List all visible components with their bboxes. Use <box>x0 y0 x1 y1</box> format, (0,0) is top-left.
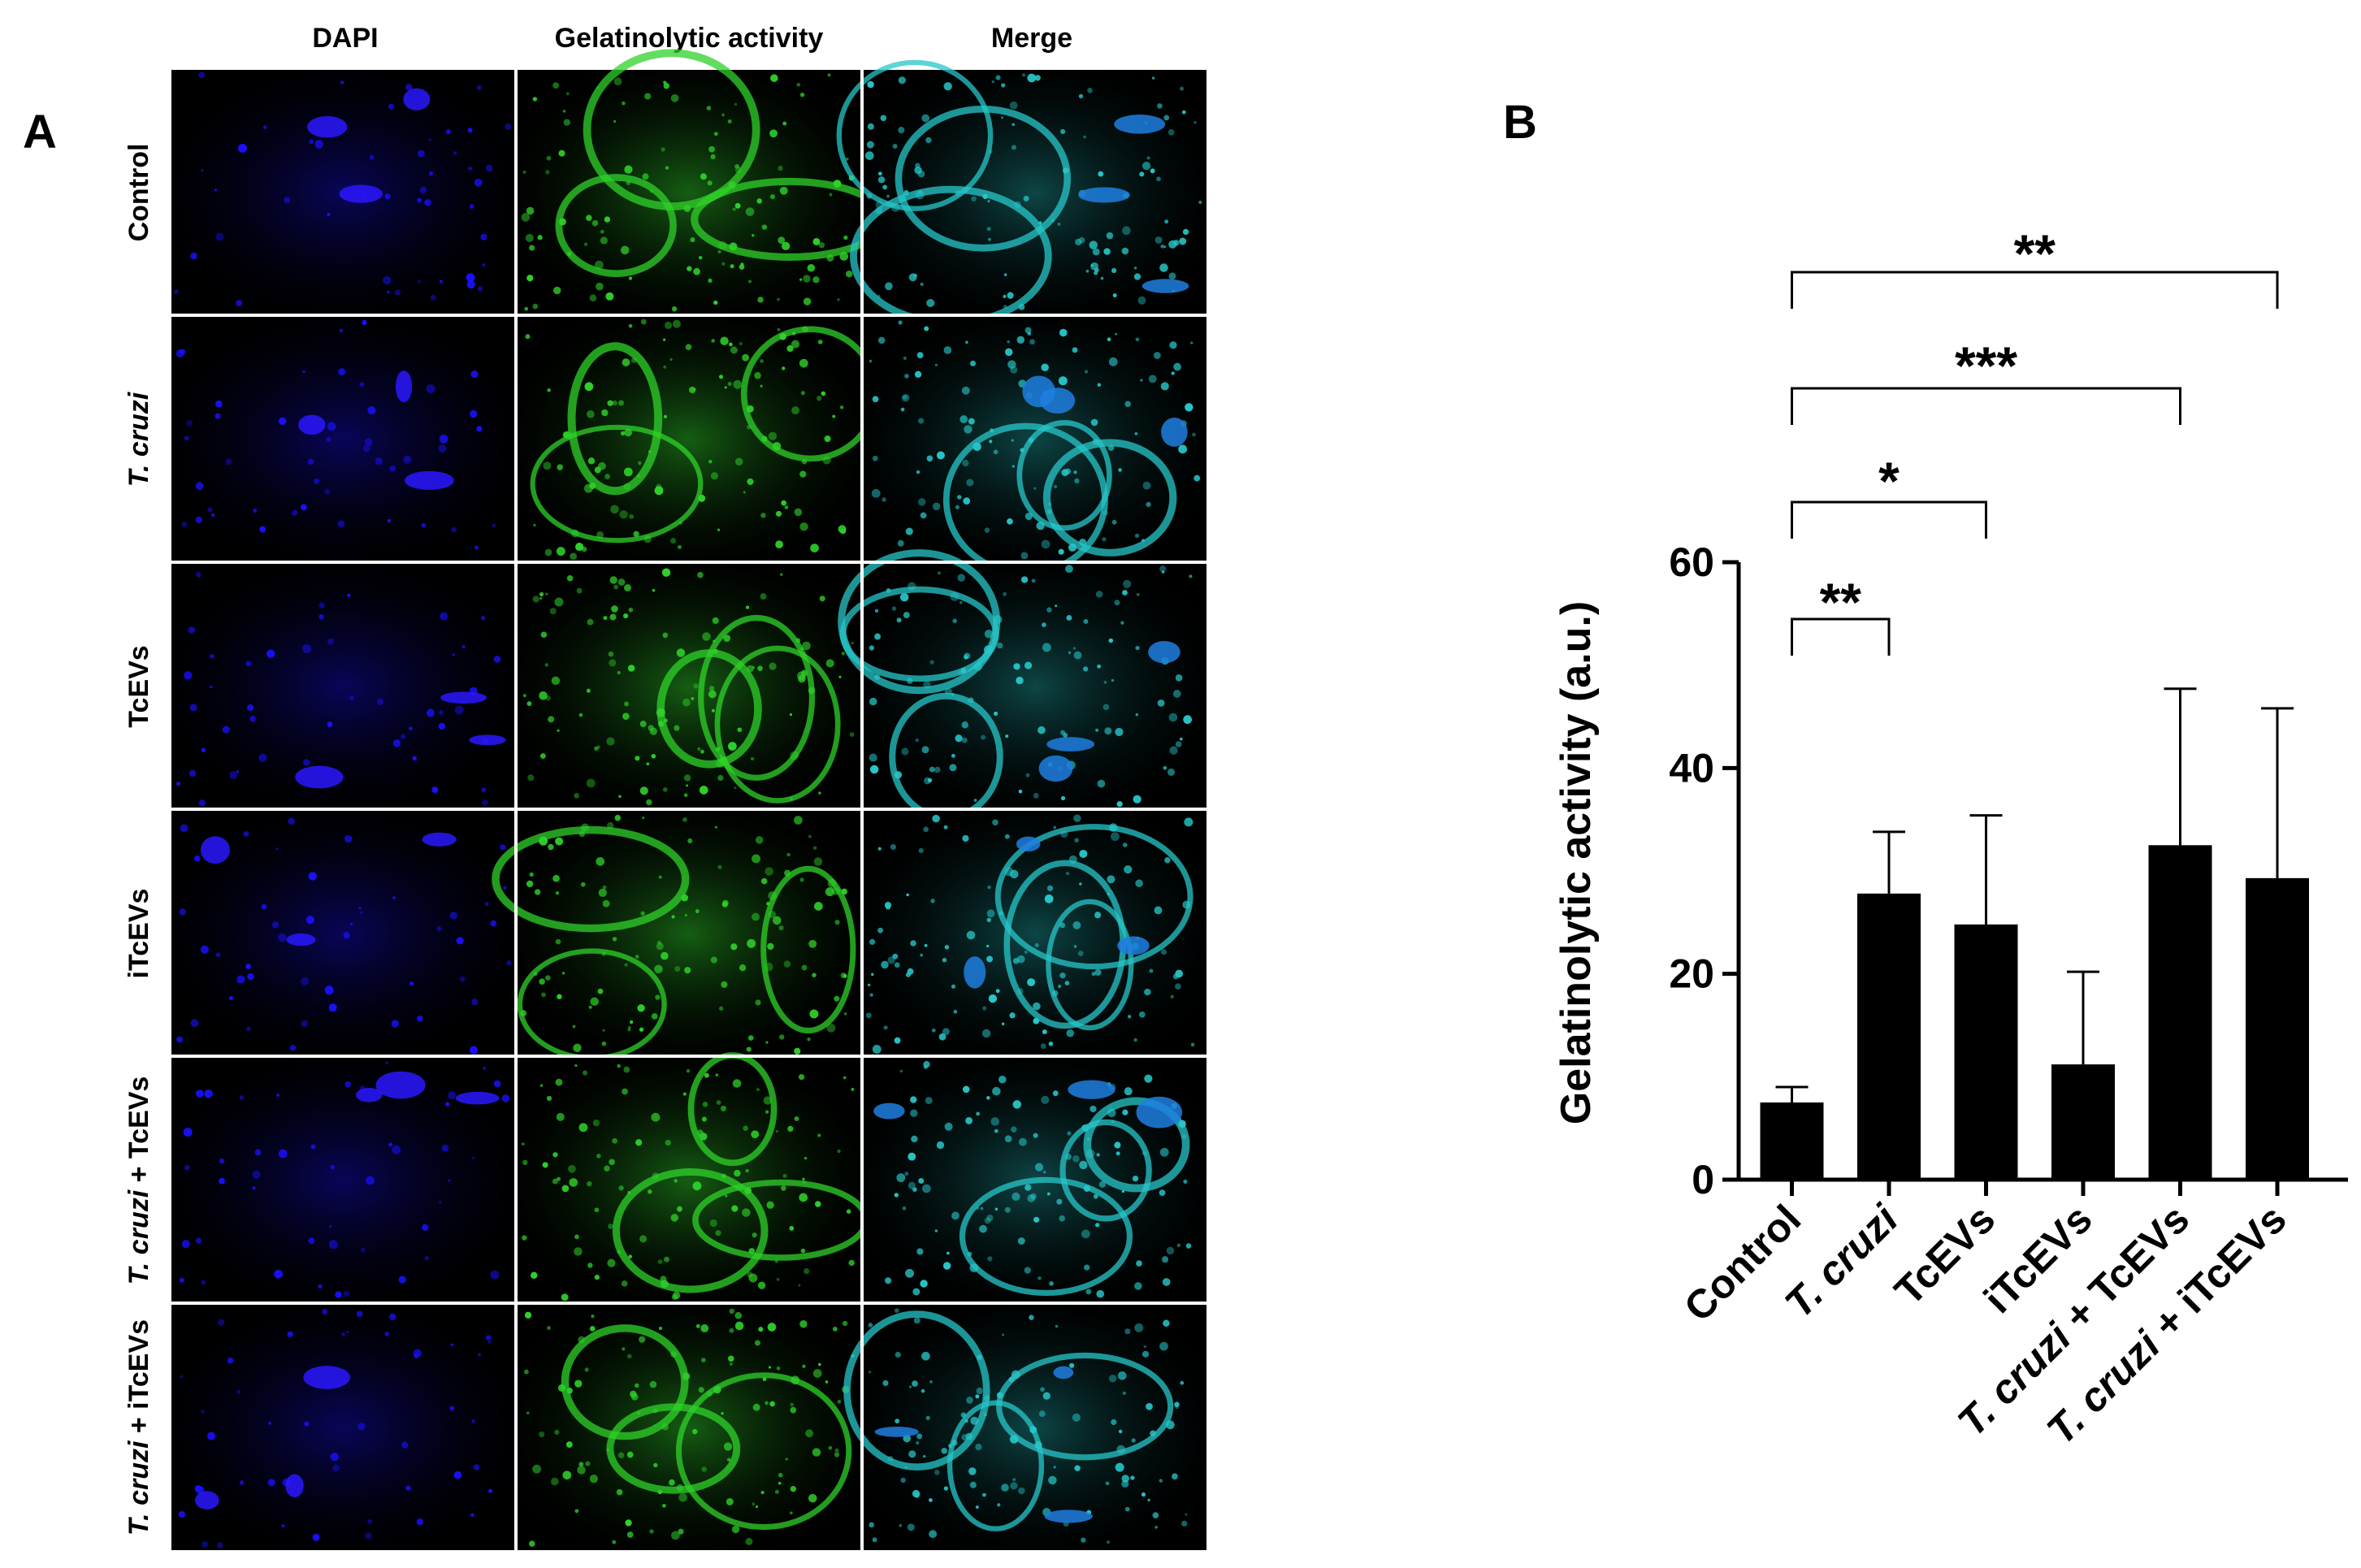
bar <box>1954 924 2018 1180</box>
label-part: TcEVs <box>123 645 154 727</box>
bar <box>1760 1102 1824 1180</box>
micrograph-gelatinolytic-row-2 <box>518 317 880 562</box>
significance-bracket <box>1791 617 1891 656</box>
y-tick-label: 60 <box>1669 539 1714 585</box>
bar <box>2051 1064 2115 1180</box>
micrograph-merge-row-6 <box>843 1305 1206 1550</box>
label-part: + TcEVs <box>123 1076 154 1190</box>
row-label: T. cruzi + iTcEVs <box>123 1319 154 1536</box>
y-axis-label: Gelatinolytic activity (a.u.) <box>1553 601 1600 1124</box>
micrograph-dapi-row-5 <box>171 1058 514 1303</box>
column-header-merge: Merge <box>991 23 1072 54</box>
label-part: + iTcEVs <box>123 1319 154 1441</box>
significance-label: ** <box>2014 223 2056 284</box>
micrograph-dapi-row-2 <box>171 317 514 562</box>
micrograph-dapi-row-3 <box>171 564 514 809</box>
panel-b-letter: B <box>1503 96 1537 149</box>
micrograph-gelatinolytic-row-5 <box>518 1052 869 1303</box>
label-part: T. cruzi <box>123 1440 154 1536</box>
row-label: T. cruzi + TcEVs <box>123 1076 154 1285</box>
micrograph-merge-row-5 <box>864 1058 1206 1303</box>
significance-bracket <box>1791 271 2279 309</box>
row-labels: Control T. cruzi TcEVs iTcEVs T. cruzi + TcE… <box>123 144 154 1536</box>
y-tick-label: 20 <box>1669 951 1714 997</box>
micrograph-merge-row-1 <box>836 59 1206 327</box>
micrograph-gelatinolytic-row-4 <box>492 811 860 1061</box>
column-header-dapi: DAPI <box>312 23 378 54</box>
micrograph-gelatinolytic-row-1 <box>518 49 889 315</box>
label-part: T. cruzi <box>123 1189 154 1284</box>
label-part: iTcEVs <box>123 889 154 979</box>
significance-bracket <box>1791 500 1987 539</box>
micrograph-dapi-row-1 <box>171 70 514 315</box>
micrograph-merge-row-4 <box>864 811 1206 1056</box>
micrograph-merge-row-3 <box>838 549 1206 821</box>
micrograph-dapi-row-4 <box>171 811 514 1056</box>
micrograph-gelatinolytic-row-3 <box>518 564 860 809</box>
x-tick-label: Control <box>1675 1196 1809 1330</box>
column-header-gelatinolytic: Gelatinolytic activity <box>555 23 824 54</box>
panel-a-letter: A <box>23 106 57 158</box>
significance-label: *** <box>1955 336 2017 396</box>
micrograph-merge-row-2 <box>864 317 1206 577</box>
label-part: Control <box>123 144 154 242</box>
micrograph-gelatinolytic-row-6 <box>518 1305 860 1550</box>
row-label: T. cruzi <box>123 391 154 487</box>
significance-label: * <box>1878 451 1900 511</box>
bar <box>2246 877 2309 1180</box>
row-label: Control <box>123 144 154 242</box>
row-label: iTcEVs <box>123 889 154 979</box>
significance-label: ** <box>1820 572 1862 632</box>
label-part: T. cruzi <box>123 391 154 487</box>
micrograph-grid <box>171 49 1206 1550</box>
row-label: TcEVs <box>123 645 154 727</box>
bar-chart: 0 20 40 60 Gelatinolytic activity (a.u.) Cont… <box>1553 223 2348 1453</box>
column-headers: DAPI Gelatinolytic activity Merge <box>312 23 1072 54</box>
y-tick-label: 0 <box>1692 1157 1714 1202</box>
bar <box>2148 845 2212 1180</box>
label-part: Control <box>1675 1196 1809 1330</box>
micrograph-dapi-row-6 <box>171 1305 514 1550</box>
significance-bracket <box>1791 387 2181 425</box>
y-tick-label: 40 <box>1669 745 1714 790</box>
bar <box>1857 893 1921 1180</box>
